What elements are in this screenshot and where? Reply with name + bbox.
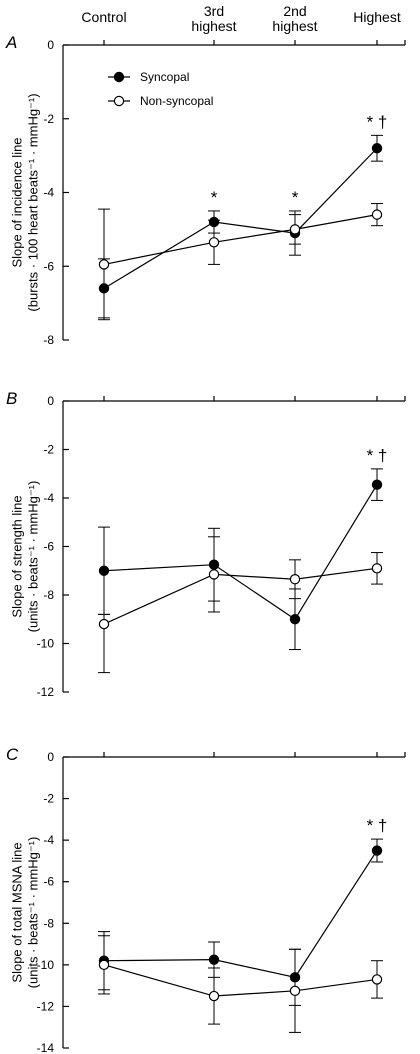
series-non-syncopal <box>98 536 383 674</box>
data-point <box>208 990 220 1002</box>
y-tick-label: 0 <box>47 750 54 764</box>
panel-letter: C <box>6 745 19 764</box>
data-point <box>98 618 110 630</box>
y-tick-label: -8 <box>43 588 54 602</box>
series-syncopal <box>98 134 383 319</box>
y-tick-label: -6 <box>43 540 54 554</box>
y-axis-label-units: (units · beats⁻¹ · mmHg⁻¹) <box>26 837 41 989</box>
data-point <box>371 479 383 490</box>
series-syncopal <box>98 468 383 651</box>
data-point <box>289 985 301 997</box>
series-non-syncopal <box>98 203 383 321</box>
y-axis-label-units: (bursts · 100 heart beats⁻¹ · mmHg⁻¹) <box>26 93 41 311</box>
panel-letter: A <box>5 33 17 52</box>
y-tick-label: -8 <box>43 333 54 347</box>
significance-marker: * <box>292 188 299 207</box>
y-tick-label: -6 <box>43 259 54 273</box>
category-label-line: Highest <box>353 9 401 25</box>
panel-a: A Slope of incidence line (bursts · 100 he… <box>5 33 406 347</box>
series-line <box>103 567 378 625</box>
category-label-line: highest <box>191 18 236 34</box>
category-label-1: Control <box>81 9 126 25</box>
data-point <box>371 974 383 985</box>
y-tick-label: -12 <box>37 999 55 1013</box>
y-tick-label: -14 <box>37 1041 55 1054</box>
y-tick-label: -8 <box>43 916 54 930</box>
category-label-line: Control <box>81 9 126 25</box>
significance-marker: * <box>211 188 218 207</box>
data-point <box>371 845 383 856</box>
y-tick-label: -4 <box>43 186 54 200</box>
category-label-line: highest <box>272 18 317 34</box>
series-line <box>103 850 378 979</box>
data-point <box>98 959 110 971</box>
panels: A Slope of incidence line (bursts · 100 he… <box>5 33 406 1054</box>
data-point <box>98 565 110 576</box>
data-point <box>289 224 301 235</box>
legend-marker-syncopal <box>113 71 125 83</box>
series-syncopal <box>98 838 383 1006</box>
significance-marker: * † <box>367 816 388 835</box>
y-tick-label: -2 <box>43 443 54 457</box>
data-point <box>98 259 110 270</box>
category-label-line: 3rd <box>204 3 224 19</box>
y-tick-label: -10 <box>37 637 55 651</box>
y-tick-label: 0 <box>47 38 54 52</box>
y-tick-label: -10 <box>37 958 55 972</box>
panel-c: C Slope of total MSNA line (units · beats⁻… <box>6 745 406 1054</box>
y-axis-label: Slope of incidence line <box>10 137 25 267</box>
y-tick-label: 0 <box>47 394 54 408</box>
data-point <box>289 574 301 585</box>
y-tick-label: -4 <box>43 833 54 847</box>
category-label-line: 2nd <box>283 3 306 19</box>
data-point <box>208 237 220 248</box>
y-axis-label: Slope of total MSNA line <box>10 842 25 982</box>
y-tick-label: -2 <box>43 112 54 126</box>
y-axis-label-units: (units · beats⁻¹ · mmHg⁻¹) <box>26 481 41 633</box>
data-point <box>208 569 220 580</box>
significance-marker: * † <box>367 112 388 131</box>
legend-marker-non-syncopal <box>113 95 125 107</box>
category-label-4: Highest <box>353 9 401 25</box>
panel-letter: B <box>6 389 17 408</box>
data-point <box>208 954 220 965</box>
y-tick-label: -4 <box>43 491 54 505</box>
legend-label-non-syncopal: Non-syncopal <box>140 94 213 108</box>
series-line <box>103 484 378 621</box>
y-axis-label: Slope of strength line <box>10 495 25 617</box>
data-point <box>371 143 383 154</box>
y-tick-label: -6 <box>43 875 54 889</box>
data-point <box>371 209 383 220</box>
significance-marker: * † <box>367 446 388 465</box>
series-line <box>103 147 378 289</box>
y-tick-label: -12 <box>37 685 55 699</box>
y-tick-label: -2 <box>43 792 54 806</box>
panel-b: B Slope of strength line (units · beats⁻¹ … <box>6 389 406 699</box>
series-non-syncopal <box>98 935 383 1033</box>
series-line <box>103 964 378 997</box>
legend-label-syncopal: Syncopal <box>140 70 189 84</box>
data-point <box>289 614 301 625</box>
series-line <box>103 214 378 265</box>
data-point <box>371 563 383 574</box>
legend: Syncopal Non-syncopal <box>108 70 213 108</box>
